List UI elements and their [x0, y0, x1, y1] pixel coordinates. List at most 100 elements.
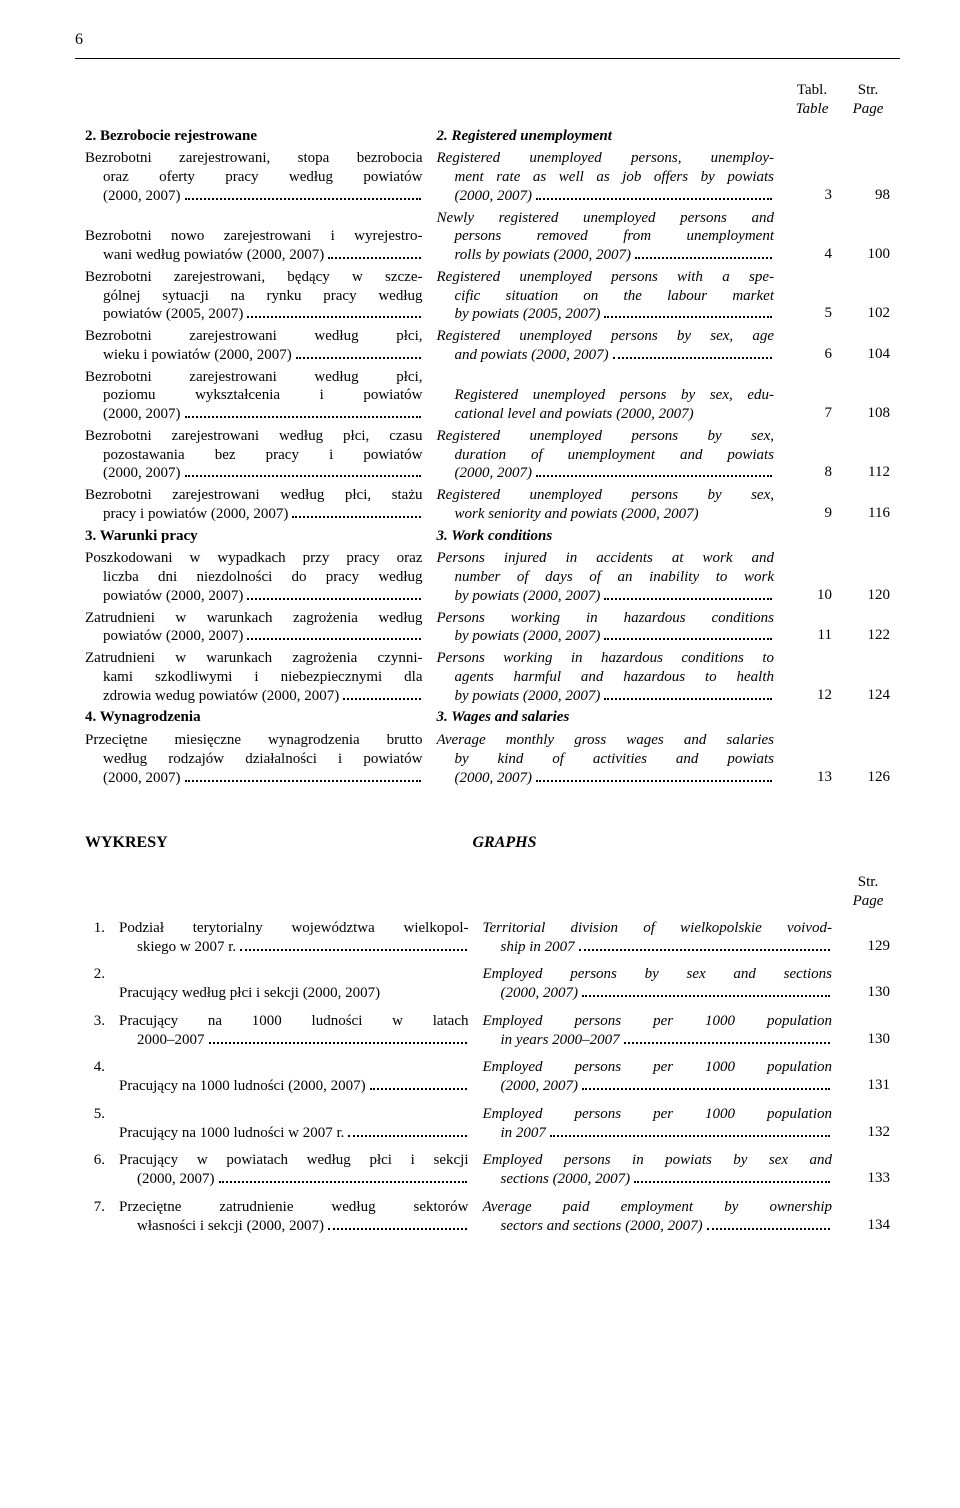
graph-page: 131 — [846, 1076, 890, 1096]
toc-upper: Tabl. Table Str. Page 2. Bezrobocie reje… — [85, 81, 890, 787]
table-number: 4 — [788, 245, 832, 265]
page-number: 6 — [75, 30, 890, 50]
graph-left: Pracujący na 1000 ludności (2000, 2007) — [119, 1077, 469, 1096]
section-left: 3. Warunki pracy — [85, 527, 423, 546]
entry-right: Persons working in hazardous conditions … — [437, 649, 775, 705]
graph-right: Average paid employment by ownershipsect… — [483, 1198, 833, 1236]
page-ref: 108 — [846, 404, 890, 424]
label: Tabl. — [797, 82, 827, 98]
graph-page: 130 — [846, 983, 890, 1003]
page-ref: 104 — [846, 345, 890, 365]
entry-left: Zatrudnieni w warunkach zagrożenia wedłu… — [85, 609, 423, 647]
toc-entry: Bezrobotni zarejestrowani według płci,po… — [85, 368, 890, 424]
section-right: 3. Wages and salaries — [437, 708, 775, 727]
graphs-left: WYKRESY — [85, 833, 459, 853]
graph-right: Employed persons by sex and sections(200… — [483, 965, 833, 1003]
page-ref: 102 — [846, 304, 890, 324]
entry-left: Bezrobotni nowo zarejestrowani i wyrejes… — [85, 227, 423, 265]
section-3-heading: 3. Warunki pracy 3. Work conditions — [85, 527, 890, 546]
table-number: 13 — [788, 768, 832, 788]
section-left: 2. Bezrobocie rejestrowane — [85, 127, 423, 146]
graph-entry: 3.Pracujący na 1000 ludności w latach200… — [85, 1012, 890, 1050]
page-ref: 120 — [846, 586, 890, 606]
graph-page: 132 — [846, 1123, 890, 1143]
graph-right: Employed persons per 1000 populationin 2… — [483, 1105, 833, 1143]
page-ref: 112 — [846, 463, 890, 483]
graph-page: 129 — [846, 937, 890, 957]
label-italic: Page — [853, 101, 884, 117]
entry-right: Registered unemployed persons, unemploy-… — [437, 149, 775, 205]
entries-section2: Bezrobotni zarejestrowani, stopa bezrobo… — [85, 149, 890, 523]
spacer — [846, 527, 890, 546]
entry-right: Registered unemployed persons by sex, ed… — [437, 386, 775, 424]
section-right: 2. Registered unemployment — [437, 127, 775, 146]
section-2-heading: 2. Bezrobocie rejestrowane 2. Registered… — [85, 127, 890, 146]
toc-entry: Bezrobotni nowo zarejestrowani i wyrejes… — [85, 209, 890, 265]
graph-entry: 4. Pracujący na 1000 ludności (2000, 2007… — [85, 1058, 890, 1096]
graph-number: 4. — [85, 1058, 105, 1077]
page-ref: 122 — [846, 626, 890, 646]
entry-right: Registered unemployed persons with a spe… — [437, 268, 775, 324]
entry-right: Newly registered unemployed persons andp… — [437, 209, 775, 265]
graphs-heading: WYKRESY GRAPHS — [85, 833, 890, 853]
toc-entry: Poszkodowani w wypadkach przy pracy oraz… — [85, 549, 890, 605]
col-tabl: Tabl. Table — [790, 81, 834, 119]
toc-entry: Bezrobotni zarejestrowani, będący w szcz… — [85, 268, 890, 324]
table-number: 7 — [788, 404, 832, 424]
label: Str. — [858, 82, 878, 98]
page-ref: 126 — [846, 768, 890, 788]
graph-left: Pracujący według płci i sekcji (2000, 20… — [119, 984, 469, 1003]
graph-entry: 6.Pracujący w powiatach według płci i se… — [85, 1151, 890, 1189]
entry-right: Registered unemployed persons by sex,dur… — [437, 427, 775, 483]
page-ref: 100 — [846, 245, 890, 265]
label: Str. — [858, 874, 878, 890]
table-number: 11 — [788, 626, 832, 646]
graph-page: 133 — [846, 1169, 890, 1189]
label-italic: Table — [796, 101, 829, 117]
entry-right: Persons injured in accidents at work and… — [437, 549, 775, 605]
graph-number: 7. — [85, 1198, 105, 1217]
entry-right: Registered unemployed persons by sex, ag… — [437, 327, 775, 365]
graph-right: Employed persons per 1000 populationin y… — [483, 1012, 833, 1050]
section-left: 4. Wynagrodzenia — [85, 708, 423, 727]
spacer — [846, 127, 890, 146]
entry-left: Zatrudnieni w warunkach zagrożenia czynn… — [85, 649, 423, 705]
graph-left: Pracujący na 1000 ludności w 2007 r. — [119, 1124, 469, 1143]
spacer — [846, 708, 890, 727]
entry-left: Bezrobotni zarejestrowani, będący w szcz… — [85, 268, 423, 324]
page-ref: 116 — [846, 504, 890, 524]
spacer — [846, 833, 890, 853]
section-right: 3. Work conditions — [437, 527, 775, 546]
graph-entry: 5.Pracujący na 1000 ludności w 2007 r.Em… — [85, 1105, 890, 1143]
graph-number: 2. — [85, 965, 105, 984]
graph-page: 134 — [846, 1216, 890, 1236]
graph-right: Employed persons in powiats by sex andse… — [483, 1151, 833, 1189]
graph-right: Territorial division of wielkopolskie vo… — [483, 919, 833, 957]
section-4-heading: 4. Wynagrodzenia 3. Wages and salaries — [85, 708, 890, 727]
table-number: 8 — [788, 463, 832, 483]
graph-page: 130 — [846, 1030, 890, 1050]
page-ref: 98 — [846, 186, 890, 206]
graph-entry: 2. Pracujący według płci i sekcji (2000, … — [85, 965, 890, 1003]
toc-entry: Bezrobotni zarejestrowani według płci, s… — [85, 486, 890, 524]
spacer — [788, 127, 832, 146]
entry-left: Bezrobotni zarejestrowani według płci,wi… — [85, 327, 423, 365]
table-number: 6 — [788, 345, 832, 365]
graph-number: 6. — [85, 1151, 105, 1170]
toc-entry: Zatrudnieni w warunkach zagrożenia czynn… — [85, 649, 890, 705]
entries-section3: Poszkodowani w wypadkach przy pracy oraz… — [85, 549, 890, 705]
toc-entry: Bezrobotni zarejestrowani, stopa bezrobo… — [85, 149, 890, 205]
graph-left: Podział terytorialny województwa wielkop… — [119, 919, 469, 957]
entry-left: Poszkodowani w wypadkach przy pracy oraz… — [85, 549, 423, 605]
graph-number: 1. — [85, 919, 105, 938]
table-number: 12 — [788, 686, 832, 706]
spacer — [788, 527, 832, 546]
label-italic: Page — [853, 893, 884, 909]
graphs-col-header: Str. Page — [85, 873, 890, 911]
graph-entry: 7.Przeciętne zatrudnienie według sektoró… — [85, 1198, 890, 1236]
graph-right: Employed persons per 1000 population(200… — [483, 1058, 833, 1096]
entry-right: Registered unemployed persons by sex,wor… — [437, 486, 775, 524]
spacer — [788, 708, 832, 727]
col-str: Str. Page — [846, 81, 890, 119]
graphs-right: GRAPHS — [459, 833, 847, 853]
